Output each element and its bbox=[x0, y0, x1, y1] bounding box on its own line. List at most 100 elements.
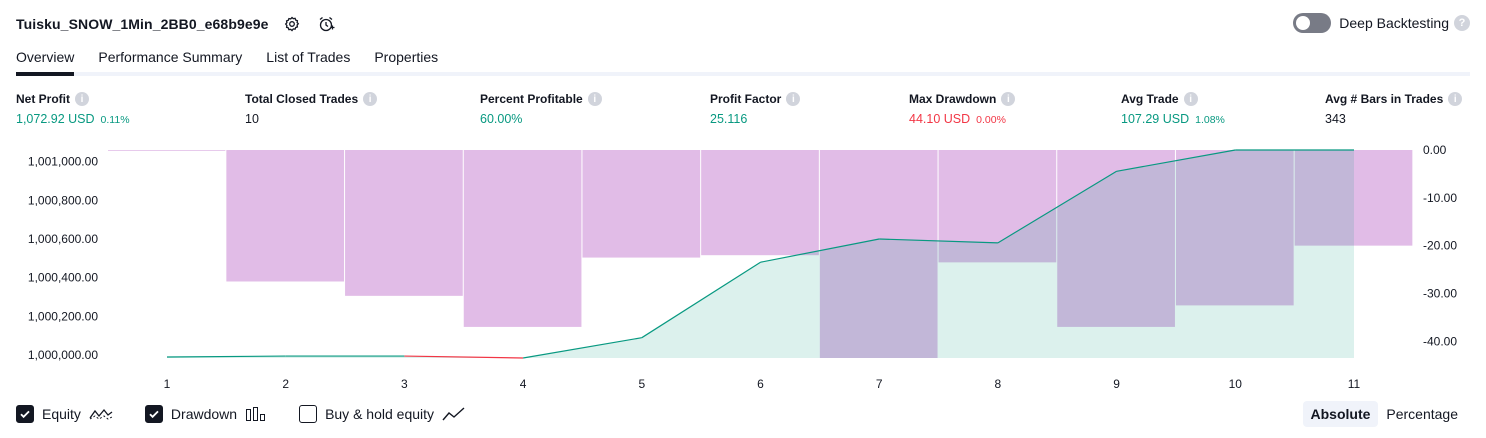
stat-avg-trade: Avg Trade i 107.29 USD 1.08% bbox=[1121, 92, 1225, 126]
legend-equity[interactable]: Equity bbox=[16, 405, 113, 423]
legend-label: Equity bbox=[42, 406, 81, 422]
stat-value: 343 bbox=[1325, 112, 1346, 126]
right-axis-tick: -40.00 bbox=[1423, 334, 1457, 348]
info-icon[interactable]: i bbox=[1183, 92, 1198, 106]
tab-performance-summary[interactable]: Performance Summary bbox=[98, 49, 243, 65]
deep-backtesting-label: Deep Backtesting bbox=[1339, 15, 1449, 31]
left-axis-tick: 1,000,200.00 bbox=[28, 309, 98, 323]
equity-line-segment bbox=[522, 337, 642, 359]
tab-overview[interactable]: Overview bbox=[16, 44, 75, 76]
equity-line-segment bbox=[166, 355, 286, 358]
equity-area bbox=[167, 150, 1354, 358]
settings-icon[interactable] bbox=[281, 13, 303, 35]
stat-label: Avg # Bars in Trades bbox=[1325, 92, 1444, 106]
x-axis-tick: 2 bbox=[282, 377, 289, 391]
info-icon[interactable]: i bbox=[1001, 92, 1016, 106]
drawdown-bar bbox=[701, 150, 819, 256]
stat-percent: 0.11% bbox=[100, 114, 130, 126]
chart-legend: Equity Drawdown Buy & hold equity bbox=[16, 403, 498, 425]
deep-backtesting-toggle[interactable] bbox=[1293, 13, 1332, 33]
drawdown-bar bbox=[463, 150, 582, 327]
equity-line-segment bbox=[879, 238, 998, 244]
stat-label: Percent Profitable bbox=[480, 92, 583, 106]
x-axis-tick: 6 bbox=[757, 377, 764, 391]
equity-line-segment bbox=[760, 238, 880, 263]
tab-properties[interactable]: Properties bbox=[374, 49, 439, 65]
x-axis-tick: 5 bbox=[638, 377, 645, 391]
drawdown-bar bbox=[1175, 150, 1294, 306]
stat-label: Profit Factor bbox=[710, 92, 782, 106]
deep-backtesting: Deep Backtesting ? bbox=[1293, 13, 1470, 33]
stat-value: 60.00% bbox=[480, 112, 523, 126]
x-axis-tick: 9 bbox=[1113, 377, 1120, 391]
stat-label: Net Profit bbox=[16, 92, 70, 106]
drawdown-bar bbox=[819, 150, 938, 358]
stat-label: Avg Trade bbox=[1121, 92, 1179, 106]
stat-total-closed-trades: Total Closed Trades i 10 bbox=[245, 92, 378, 126]
equity-line-segment bbox=[1116, 149, 1236, 172]
legend-drawdown[interactable]: Drawdown bbox=[144, 405, 267, 423]
info-icon[interactable]: i bbox=[786, 92, 801, 106]
x-axis-tick: 11 bbox=[1348, 377, 1361, 391]
stat-value: 1,072.92 USD bbox=[16, 112, 95, 126]
drawdown-bar bbox=[938, 150, 1057, 263]
stat-value: 44.10 USD bbox=[909, 112, 971, 126]
x-axis-tick: 8 bbox=[995, 377, 1002, 391]
x-axis-tick: 7 bbox=[876, 377, 883, 391]
stats-row: Net Profit i 1,072.92 USD 0.11% Total Clos… bbox=[16, 92, 1470, 132]
x-axis-tick: 4 bbox=[520, 377, 527, 391]
left-axis-tick: 1,000,800.00 bbox=[28, 193, 98, 207]
legend-label: Drawdown bbox=[170, 406, 238, 422]
left-axis-tick: 1,000,400.00 bbox=[28, 271, 98, 285]
stat-label: Total Closed Trades bbox=[245, 92, 359, 106]
add-alert-icon[interactable] bbox=[315, 13, 337, 35]
tab-bar: Overview Performance Summary List of Tra… bbox=[16, 44, 1470, 76]
equity-line-icon bbox=[89, 406, 113, 422]
buy-hold-checkbox[interactable] bbox=[299, 405, 318, 423]
drawdown-bar bbox=[345, 150, 463, 296]
stat-max-drawdown: Max Drawdown i 44.10 USD 0.00% bbox=[909, 92, 1016, 126]
equity-line-segment bbox=[641, 261, 761, 339]
right-axis-tick: 0.00 bbox=[1423, 143, 1447, 157]
right-axis-tick: -10.00 bbox=[1423, 191, 1457, 205]
stat-avg-bars-in-trades: Avg # Bars in Trades i 343 bbox=[1325, 92, 1463, 126]
left-axis-tick: 1,001,000.00 bbox=[28, 155, 98, 169]
stat-percent-profitable: Percent Profitable i 60.00% bbox=[480, 92, 602, 126]
drawdown-checkbox[interactable] bbox=[144, 405, 163, 423]
equity-line-segment bbox=[404, 355, 524, 359]
x-axis-tick: 1 bbox=[164, 377, 171, 391]
right-axis-tick: -20.00 bbox=[1423, 239, 1457, 253]
drawdown-bar bbox=[226, 150, 345, 282]
info-icon[interactable]: i bbox=[587, 92, 602, 106]
absolute-button[interactable]: Absolute bbox=[1302, 401, 1379, 427]
legend-buy-hold[interactable]: Buy & hold equity bbox=[299, 405, 466, 423]
buy-hold-line-icon bbox=[442, 406, 466, 422]
stat-net-profit: Net Profit i 1,072.92 USD 0.11% bbox=[16, 92, 130, 126]
stat-percent: 1.08% bbox=[1195, 114, 1225, 126]
equity-drawdown-chart[interactable]: 1,001,000.00 1,000,800.00 1,000,600.00 1,00… bbox=[0, 140, 1486, 395]
stat-label: Max Drawdown bbox=[909, 92, 997, 106]
left-axis-tick: 1,000,000.00 bbox=[28, 348, 98, 362]
x-axis-tick: 3 bbox=[401, 377, 408, 391]
stat-value: 10 bbox=[245, 112, 259, 126]
help-icon[interactable]: ? bbox=[1454, 15, 1470, 31]
drawdown-bar bbox=[582, 150, 701, 258]
info-icon[interactable]: i bbox=[1448, 92, 1463, 106]
legend-label: Buy & hold equity bbox=[325, 406, 435, 422]
strategy-name: Tuisku_SNOW_1Min_2BB0_e68b9e9e bbox=[16, 16, 269, 32]
equity-line-segment bbox=[997, 170, 1117, 244]
x-axis-tick: 10 bbox=[1229, 377, 1243, 391]
drawdown-bars-icon bbox=[245, 406, 267, 422]
stat-value: 107.29 USD bbox=[1121, 112, 1190, 126]
stat-percent: 0.00% bbox=[976, 114, 1006, 126]
percentage-button[interactable]: Percentage bbox=[1386, 406, 1458, 422]
drawdown-bar bbox=[1057, 150, 1175, 327]
left-axis-tick: 1,000,600.00 bbox=[28, 232, 98, 246]
right-axis-tick: -30.00 bbox=[1423, 286, 1457, 300]
tab-list-of-trades[interactable]: List of Trades bbox=[266, 49, 351, 65]
drawdown-bar bbox=[108, 150, 226, 151]
equity-checkbox[interactable] bbox=[16, 405, 34, 423]
info-icon[interactable]: i bbox=[75, 92, 89, 106]
info-icon[interactable]: i bbox=[363, 92, 378, 106]
stat-value: 25.116 bbox=[710, 112, 748, 126]
